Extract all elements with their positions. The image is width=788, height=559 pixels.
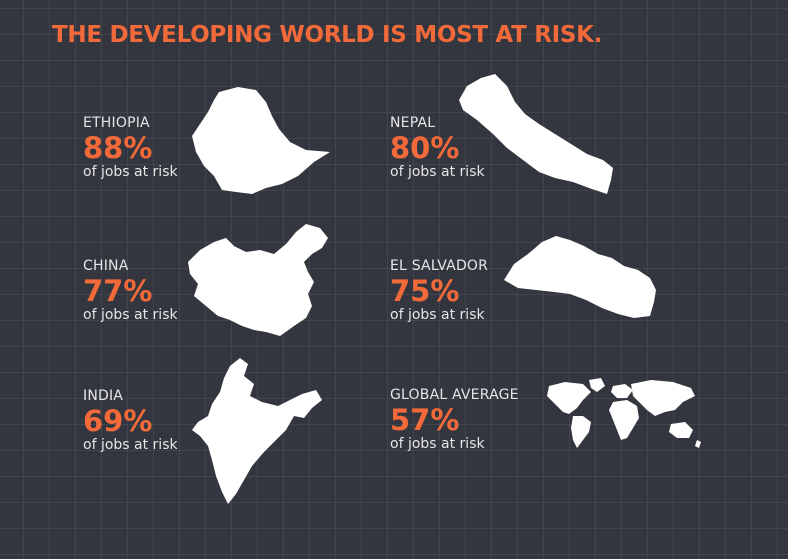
- china-map-icon: [188, 224, 328, 336]
- el-salvador-map-icon: [504, 236, 656, 318]
- country-label: EL SALVADOR: [390, 258, 489, 274]
- risk-percent: 77%: [83, 274, 153, 308]
- country-label: CHINA: [83, 258, 129, 274]
- stat-el-salvador: EL SALVADOR 75% of jobs at risk: [390, 257, 488, 324]
- risk-percent: 57%: [390, 403, 460, 437]
- risk-description: of jobs at risk: [390, 164, 485, 180]
- country-label: NEPAL: [390, 115, 436, 131]
- page-title: THE DEVELOPING WORLD IS MOST AT RISK.: [52, 22, 603, 48]
- nepal-map-icon: [459, 74, 613, 194]
- risk-percent: 80%: [390, 131, 460, 165]
- ethiopia-map-icon: [192, 87, 330, 194]
- risk-description: of jobs at risk: [390, 307, 485, 323]
- risk-percent: 88%: [83, 131, 153, 165]
- risk-description: of jobs at risk: [83, 307, 178, 323]
- risk-percent: 69%: [83, 404, 153, 438]
- stat-nepal: NEPAL 80% of jobs at risk: [390, 114, 485, 181]
- risk-description: of jobs at risk: [83, 164, 178, 180]
- country-label: GLOBAL AVERAGE: [390, 387, 519, 403]
- stat-india: INDIA 69% of jobs at risk: [83, 387, 178, 454]
- country-label: INDIA: [83, 388, 124, 404]
- risk-percent: 75%: [390, 274, 460, 308]
- india-map-icon: [192, 358, 322, 504]
- stat-ethiopia: ETHIOPIA 88% of jobs at risk: [83, 114, 178, 181]
- risk-description: of jobs at risk: [83, 437, 178, 453]
- stat-global-average: GLOBAL AVERAGE 57% of jobs at risk: [390, 386, 519, 453]
- risk-description: of jobs at risk: [390, 436, 485, 452]
- stat-china: CHINA 77% of jobs at risk: [83, 257, 178, 324]
- country-label: ETHIOPIA: [83, 115, 150, 131]
- world-map-icon: [547, 378, 701, 448]
